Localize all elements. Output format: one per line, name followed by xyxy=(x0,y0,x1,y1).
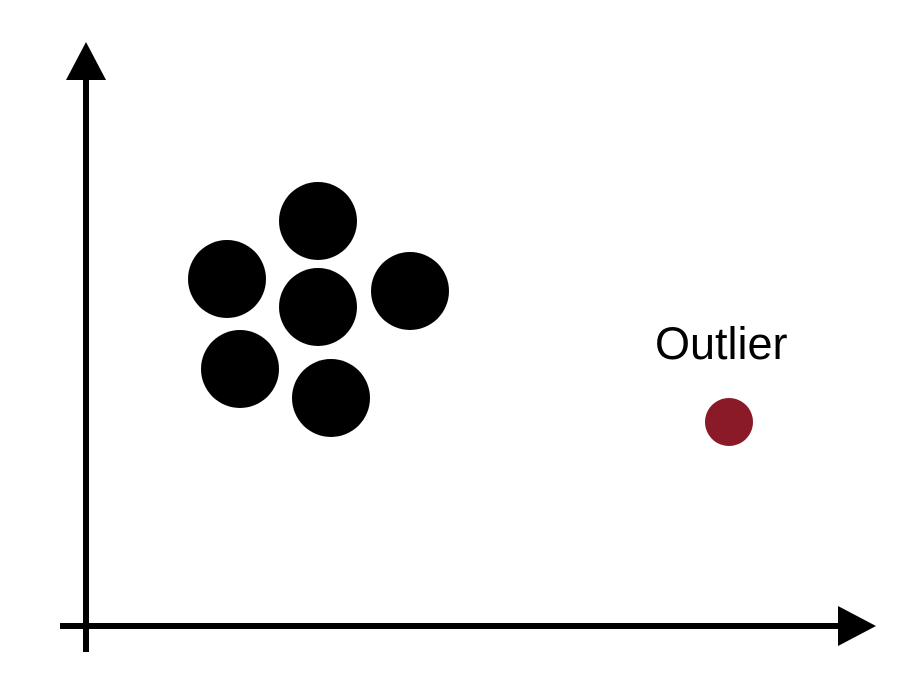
cluster-point xyxy=(279,268,357,346)
outlier-label: Outlier xyxy=(655,318,788,369)
cluster-point xyxy=(279,182,357,260)
cluster-point xyxy=(371,252,449,330)
cluster xyxy=(188,182,449,437)
cluster-point xyxy=(292,359,370,437)
x-axis-arrowhead xyxy=(838,606,876,646)
outlier-point xyxy=(705,398,753,446)
y-axis-arrowhead xyxy=(66,42,106,80)
cluster-point xyxy=(188,240,266,318)
cluster-point xyxy=(201,330,279,408)
